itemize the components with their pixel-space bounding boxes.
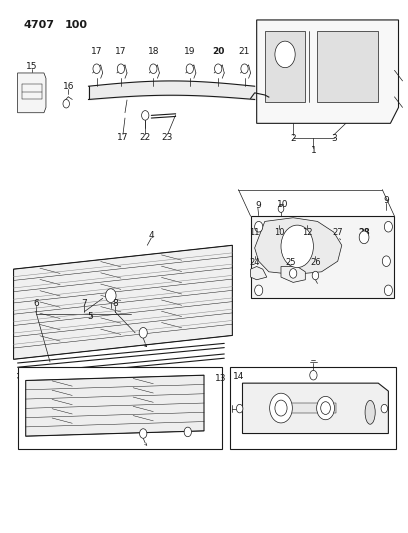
Polygon shape — [251, 216, 395, 298]
Text: 26: 26 — [310, 258, 321, 266]
Circle shape — [312, 271, 319, 280]
Circle shape — [236, 405, 243, 413]
Text: 11: 11 — [249, 228, 260, 237]
Circle shape — [140, 429, 147, 438]
Polygon shape — [13, 245, 233, 359]
Circle shape — [281, 225, 313, 268]
Circle shape — [384, 285, 392, 296]
Text: 28: 28 — [358, 228, 370, 237]
Text: 22: 22 — [140, 133, 151, 142]
Text: 27: 27 — [333, 228, 343, 237]
Bar — [231, 367, 397, 449]
Text: 8: 8 — [112, 299, 118, 308]
Text: 24: 24 — [249, 258, 260, 266]
Circle shape — [106, 289, 116, 303]
Circle shape — [321, 402, 330, 415]
Text: 5: 5 — [88, 312, 93, 321]
Circle shape — [255, 285, 263, 296]
Text: 2: 2 — [290, 134, 296, 143]
Circle shape — [142, 111, 149, 120]
Circle shape — [117, 64, 124, 74]
Polygon shape — [281, 266, 305, 282]
Circle shape — [317, 397, 335, 419]
Text: 14: 14 — [233, 372, 244, 381]
Polygon shape — [242, 383, 388, 433]
Circle shape — [186, 64, 193, 74]
Text: 9: 9 — [384, 196, 389, 205]
Text: 23: 23 — [162, 133, 173, 142]
Bar — [273, 403, 336, 414]
Text: 6: 6 — [33, 299, 39, 308]
Circle shape — [310, 370, 317, 380]
Polygon shape — [26, 375, 204, 436]
Circle shape — [384, 221, 392, 232]
Polygon shape — [265, 30, 305, 102]
Text: 3: 3 — [331, 134, 337, 143]
Text: 21: 21 — [239, 47, 250, 56]
Text: 15: 15 — [26, 62, 38, 71]
Circle shape — [278, 205, 284, 213]
Text: 17: 17 — [115, 47, 126, 56]
Text: 25: 25 — [286, 258, 296, 266]
Text: 7: 7 — [82, 299, 87, 308]
Text: 10: 10 — [274, 228, 284, 237]
Circle shape — [270, 393, 293, 423]
Circle shape — [359, 231, 369, 244]
Circle shape — [93, 64, 100, 74]
Circle shape — [255, 221, 263, 232]
Text: 17: 17 — [117, 133, 129, 142]
Circle shape — [63, 100, 69, 108]
Text: 18: 18 — [148, 47, 159, 56]
Circle shape — [290, 269, 297, 278]
Circle shape — [241, 64, 248, 74]
Text: 4707: 4707 — [24, 20, 55, 30]
Circle shape — [381, 405, 388, 413]
Text: 13: 13 — [215, 374, 226, 383]
Circle shape — [150, 64, 157, 74]
Text: 10: 10 — [277, 200, 289, 209]
Circle shape — [275, 41, 295, 68]
Text: 1: 1 — [310, 147, 316, 156]
Circle shape — [184, 427, 191, 437]
Polygon shape — [257, 20, 399, 123]
Bar — [18, 367, 222, 449]
Ellipse shape — [365, 400, 375, 424]
Text: 4: 4 — [149, 231, 154, 240]
Circle shape — [275, 400, 287, 416]
Polygon shape — [255, 217, 342, 274]
Text: 19: 19 — [184, 47, 195, 56]
Text: 16: 16 — [62, 82, 74, 91]
Circle shape — [382, 256, 390, 266]
Circle shape — [139, 327, 147, 338]
Text: 9: 9 — [255, 201, 261, 210]
Polygon shape — [18, 73, 46, 113]
Text: 17: 17 — [91, 47, 102, 56]
Text: 12: 12 — [302, 228, 313, 237]
Polygon shape — [317, 30, 378, 102]
Text: 100: 100 — [64, 20, 87, 30]
Polygon shape — [251, 266, 267, 280]
Circle shape — [215, 64, 222, 74]
Text: 20: 20 — [212, 47, 224, 56]
